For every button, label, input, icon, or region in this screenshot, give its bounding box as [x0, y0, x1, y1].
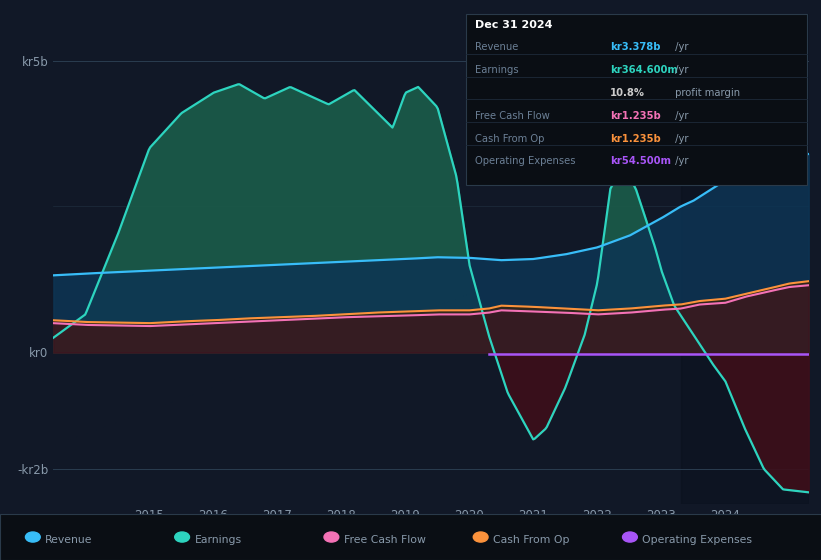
Text: /yr: /yr: [672, 156, 688, 166]
Text: /yr: /yr: [672, 133, 688, 143]
Text: Earnings: Earnings: [195, 535, 241, 545]
Text: Operating Expenses: Operating Expenses: [475, 156, 575, 166]
Text: /yr: /yr: [672, 111, 688, 121]
Text: profit margin: profit margin: [672, 88, 740, 98]
Text: Operating Expenses: Operating Expenses: [642, 535, 752, 545]
Text: kr54.500m: kr54.500m: [610, 156, 671, 166]
Text: /yr: /yr: [672, 65, 688, 75]
Text: /yr: /yr: [672, 43, 688, 53]
Text: Free Cash Flow: Free Cash Flow: [475, 111, 549, 121]
Text: kr1.235b: kr1.235b: [610, 111, 661, 121]
Text: Revenue: Revenue: [45, 535, 93, 545]
Text: Free Cash Flow: Free Cash Flow: [344, 535, 425, 545]
Text: kr1.235b: kr1.235b: [610, 133, 661, 143]
Text: 10.8%: 10.8%: [610, 88, 645, 98]
Text: kr3.378b: kr3.378b: [610, 43, 661, 53]
Bar: [681, 14, 809, 504]
Text: Cash From Op: Cash From Op: [475, 133, 544, 143]
Text: Dec 31 2024: Dec 31 2024: [475, 20, 552, 30]
Text: Revenue: Revenue: [475, 43, 518, 53]
Text: Cash From Op: Cash From Op: [493, 535, 570, 545]
Text: Earnings: Earnings: [475, 65, 518, 75]
Text: kr364.600m: kr364.600m: [610, 65, 678, 75]
